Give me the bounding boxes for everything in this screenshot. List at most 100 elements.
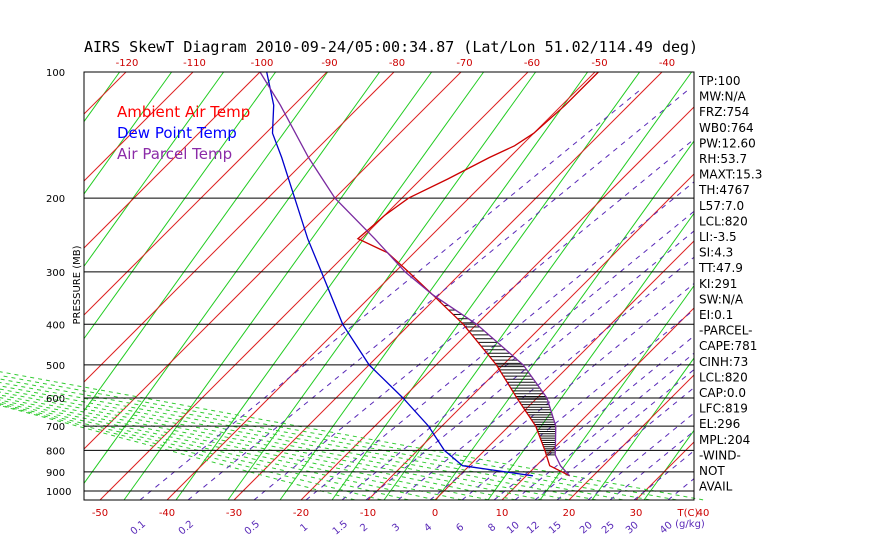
isotherm: [635, 441, 695, 501]
ambient-temp-line: [356, 71, 599, 477]
mixing-ratio-line: [493, 335, 695, 501]
mixing-ratio-line: [253, 138, 695, 501]
dry-adiabat: [435, 140, 695, 501]
mixing-ratio-line: [461, 309, 695, 501]
index-value: RH:53.7: [699, 152, 747, 166]
mixing-ratio-label: 1: [298, 522, 310, 535]
moist-adiabat: [0, 381, 623, 501]
index-value: CAPE:781: [699, 339, 757, 353]
mixing-ratio-lines: [139, 89, 695, 501]
index-value: MPL:204: [699, 433, 750, 447]
mixing-ratio-line: [514, 352, 695, 501]
temp-tick-label: -30: [226, 508, 242, 519]
pressure-tick-label: 300: [46, 268, 65, 279]
isotherm: [434, 240, 695, 501]
dry-adiabat: [83, 71, 225, 267]
legend-entry: Ambient Air Temp: [117, 103, 250, 121]
pressure-tick-label: 500: [46, 361, 65, 372]
mixing-ratio-line: [365, 230, 695, 501]
isotherm: [568, 374, 695, 501]
isotherm: [83, 71, 261, 249]
pressure-tick-label: 100: [46, 68, 65, 79]
index-value: FRZ:754: [699, 105, 749, 119]
sounding-series: [259, 71, 599, 477]
dry-adiabats: [83, 71, 695, 501]
pressure-tick-label: 400: [46, 320, 65, 331]
y-axis-label: PRESSURE (MB): [72, 245, 83, 324]
dry-adiabat: [539, 285, 695, 501]
index-value: TT:47.9: [698, 261, 743, 275]
mixing-ratio-label: 0.5: [243, 519, 262, 538]
mixing-ratio-line: [429, 283, 695, 501]
index-value: WB0:764: [699, 121, 754, 135]
pressure-tick-label: 1000: [46, 487, 71, 498]
temp-tick-label: -40: [159, 508, 175, 519]
mixing-ratio-label: 0.2: [177, 519, 196, 538]
index-value: CINH:73: [699, 355, 748, 369]
mixing-ratio-unit: (g/kg): [675, 519, 705, 530]
index-value: EL:296: [699, 417, 740, 431]
legend: Ambient Air Temp Dew Point Temp Air Parcel…: [117, 103, 250, 163]
moist-adiabat: [0, 374, 677, 501]
index-value: LI:-3.5: [699, 230, 737, 244]
dry-adiabat: [227, 71, 537, 501]
index-value: TP:100: [698, 74, 741, 88]
mixing-ratio-label: 3: [390, 522, 402, 535]
isotherm: [99, 71, 529, 501]
isotherm: [166, 71, 596, 501]
dry-adiabat: [643, 430, 695, 501]
index-value: L57:7.0: [699, 199, 744, 213]
dry-adiabat: [83, 71, 277, 339]
pressure-tick-label: 900: [46, 468, 65, 479]
index-value: PW:12.60: [699, 136, 756, 150]
top-temp-tick-label: -60: [524, 58, 540, 69]
parcel-temp-line: [259, 71, 571, 477]
dry-adiabat: [279, 71, 589, 501]
mixing-ratio-label: 40: [658, 520, 675, 537]
moist-adiabat: [0, 405, 355, 501]
top-temp-tick-label: -70: [456, 58, 472, 69]
mixing-ratio-label: 12: [525, 520, 542, 537]
temp-tick-label: -50: [92, 508, 108, 519]
mixing-ratio-label: 10: [505, 520, 522, 537]
isotherm: [501, 307, 695, 501]
index-value: AVAIL: [699, 480, 733, 494]
cape-hatch: [434, 295, 556, 456]
index-value: EI:0.1: [699, 308, 733, 322]
temp-tick-label: 30: [630, 508, 643, 519]
mixing-ratio-label: 0.1: [129, 519, 148, 538]
mixing-ratio-line: [609, 430, 695, 501]
index-value: CAP:0.0: [699, 386, 746, 400]
temp-tick-label: 0: [432, 508, 438, 519]
mixing-ratio-label: 8: [486, 522, 498, 535]
moist-adiabat: [0, 404, 382, 501]
mixing-ratio-line: [587, 412, 695, 501]
index-value: -WIND-: [699, 448, 741, 462]
pressure-tick-label: 600: [46, 394, 65, 405]
temp-tick-label: 40: [697, 508, 710, 519]
x-axis-label: T(C): [677, 508, 699, 519]
dry-adiabat: [83, 71, 381, 484]
top-temp-tick-label: -80: [389, 58, 405, 69]
dry-adiabat: [331, 71, 641, 501]
isotherm: [233, 71, 663, 501]
pressure-lines: [84, 197, 694, 492]
moist-adiabat: [0, 403, 409, 501]
moist-adiabat: [0, 371, 704, 501]
dry-adiabat: [83, 71, 173, 195]
isotherm: [83, 71, 194, 182]
moist-adiabat: [0, 397, 489, 501]
moist-adiabat: [0, 391, 543, 501]
legend-entry: Air Parcel Temp: [117, 145, 232, 163]
index-value: -PARCEL-: [699, 324, 753, 338]
top-temp-tick-label: -100: [251, 58, 274, 69]
isotherm: [83, 71, 462, 450]
dry-adiabat: [383, 71, 693, 501]
mixing-ratio-label: 30: [624, 520, 641, 537]
index-value: SW:N/A: [699, 292, 744, 306]
top-temp-tick-label: -90: [321, 58, 337, 69]
mixing-ratio-label: 2: [358, 522, 370, 535]
mixing-ratio-line: [534, 369, 695, 501]
dry-adiabat: [487, 213, 695, 501]
